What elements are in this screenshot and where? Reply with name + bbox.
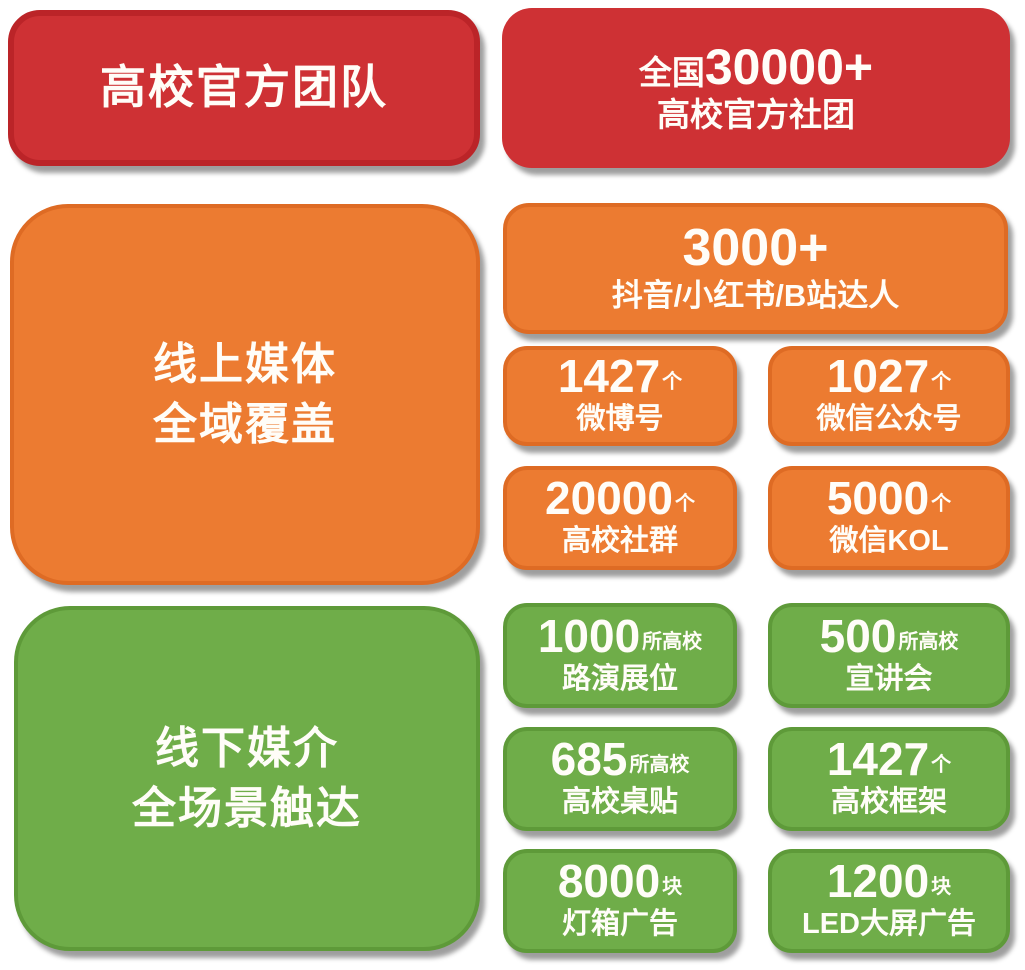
stat-number: 20000 [545,472,673,525]
stat-label: 高校桌贴 [561,786,678,819]
stat-unit: 个 [931,754,952,777]
stat-card-campus-groups: 20000 个 高校社群 [503,466,737,570]
stat-unit: 块 [931,876,952,899]
team-stat-number: 30000+ [704,38,874,95]
stat-card-seminar: 500 所高校 宣讲会 [768,603,1010,708]
online-title: 线上媒体 全域覆盖 [153,335,337,454]
stat-number: 500 [819,609,897,662]
stat-unit: 个 [931,371,952,394]
stat-card-desk-sticker: 685 所高校 高校桌贴 [503,727,737,831]
stat-label: 微信公众号 [816,403,962,436]
stat-label: 高校框架 [830,786,947,819]
stat-unit: 个 [931,493,952,516]
online-hero-label: 抖音/小红书/B站达人 [611,278,900,314]
stat-card-lightbox: 8000 块 灯箱广告 [503,849,737,953]
team-stat-line: 全国30000+ [639,41,873,94]
stat-card-wechat-kol: 5000 个 微信KOL [768,466,1010,570]
team-title-card: 高校官方团队 [8,10,480,166]
team-stat-prefix: 全国 [638,53,705,91]
stat-unit: 所高校 [898,630,959,653]
stat-unit: 所高校 [629,754,690,777]
stat-number: 5000 [826,472,930,525]
stat-number: 1427 [826,733,930,786]
stat-number: 1200 [826,855,930,908]
online-hero-number: 3000+ [682,219,829,278]
stat-card-roadshow: 1000 所高校 路演展位 [503,603,737,708]
offline-title-line2: 全场景触达 [132,783,362,833]
team-title: 高校官方团队 [100,61,388,114]
stat-unit: 个 [662,371,683,394]
team-stat-label: 高校官方社团 [657,96,855,134]
stat-number: 8000 [557,855,661,908]
stat-card-frame: 1427 个 高校框架 [768,727,1010,831]
stat-number: 1000 [537,609,641,662]
stat-label: 宣讲会 [845,662,933,695]
offline-title: 线下媒介 全场景触达 [132,719,362,838]
stat-number: 1027 [826,350,930,403]
offline-title-card: 线下媒介 全场景触达 [14,606,480,951]
stat-label: 微博号 [576,403,664,436]
stat-card-weibo: 1427 个 微博号 [503,346,737,446]
stat-number: 685 [550,733,628,786]
stat-label: 高校社群 [561,525,678,558]
stat-unit: 块 [662,876,683,899]
online-title-line2: 全域覆盖 [153,399,337,449]
online-title-card: 线上媒体 全域覆盖 [10,204,480,585]
stat-label: 微信KOL [829,525,949,558]
online-title-line1: 线上媒体 [153,340,337,390]
team-stat-card: 全国30000+ 高校官方社团 [502,8,1010,168]
stat-unit: 个 [674,493,695,516]
stat-label: 灯箱广告 [561,908,678,941]
offline-title-line1: 线下媒介 [155,724,339,774]
stat-number: 1427 [557,350,661,403]
stat-label: LED大屏广告 [801,908,976,941]
online-hero-card: 3000+ 抖音/小红书/B站达人 [503,203,1008,334]
stat-label: 路演展位 [561,662,678,695]
stat-card-wechat-official: 1027 个 微信公众号 [768,346,1010,446]
stat-card-led-screen: 1200 块 LED大屏广告 [768,849,1010,953]
stat-unit: 所高校 [642,630,703,653]
